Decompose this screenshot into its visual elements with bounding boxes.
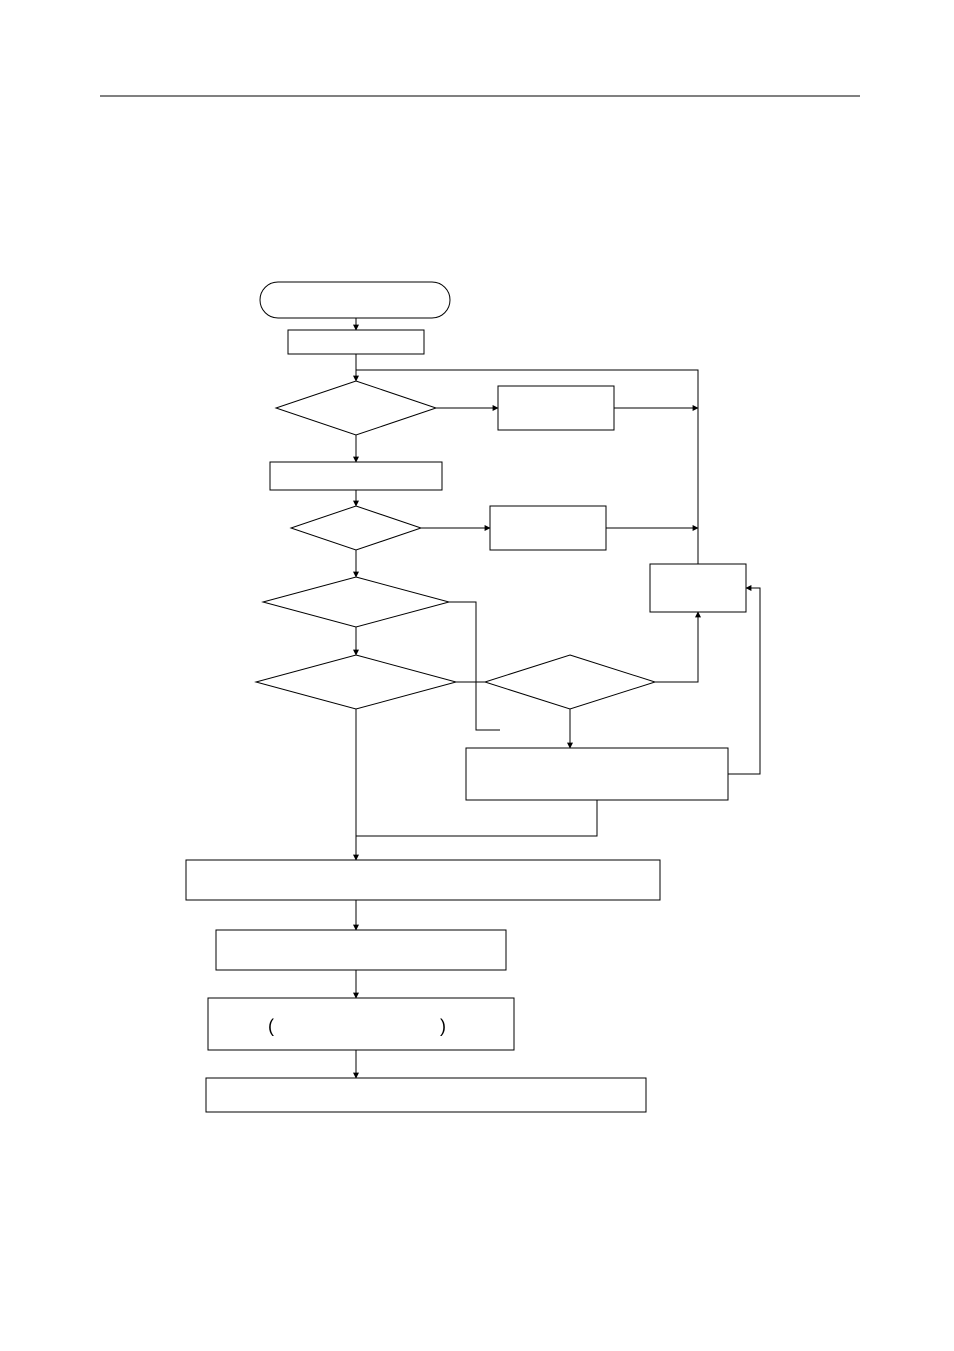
edge-dec5toBig-bigIn bbox=[476, 655, 500, 730]
paren-close: ) bbox=[440, 1016, 446, 1036]
node-proc1 bbox=[288, 330, 424, 354]
node-rect2r bbox=[490, 506, 606, 550]
node-rectBig bbox=[466, 748, 728, 800]
edge-rectBigR-farUp bbox=[728, 588, 760, 774]
edge-rectBig-merge bbox=[356, 800, 597, 836]
node-dec1 bbox=[276, 381, 436, 435]
node-proc2 bbox=[270, 462, 442, 490]
node-rectFar bbox=[650, 564, 746, 612]
edge-dec3right-down bbox=[449, 602, 476, 655]
node-rect1r bbox=[498, 386, 614, 430]
edge-dec5-rectFar bbox=[655, 612, 698, 682]
edge-farTop-loop bbox=[356, 370, 698, 408]
node-start bbox=[260, 282, 450, 318]
node-dec2 bbox=[291, 506, 421, 550]
page-canvas: () bbox=[0, 0, 954, 1351]
node-dec5 bbox=[485, 655, 655, 709]
paren-open: ( bbox=[268, 1016, 274, 1036]
node-dec3 bbox=[263, 577, 449, 627]
node-wide2 bbox=[216, 930, 506, 970]
node-wide1 bbox=[186, 860, 660, 900]
node-dec4 bbox=[256, 655, 456, 709]
flowchart-svg: () bbox=[0, 0, 954, 1351]
node-wide3 bbox=[206, 1078, 646, 1112]
node-paren bbox=[208, 998, 514, 1050]
